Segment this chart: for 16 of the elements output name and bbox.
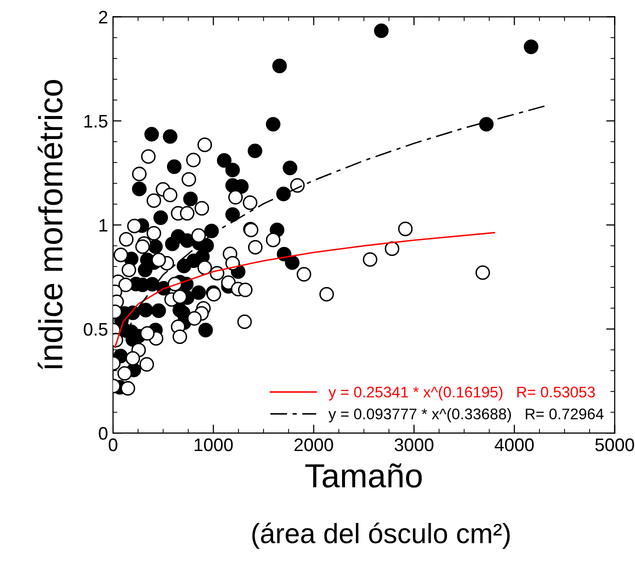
legend-label: y = 0.093777 * x^(0.33688) R= 0.72964: [328, 408, 604, 422]
x-tick-label: 4000: [494, 438, 534, 452]
y-tick-label: 1: [100, 219, 108, 232]
y-axis-title: índice morfométrico: [38, 80, 63, 370]
y-tick-label: 2: [99, 10, 108, 24]
x-tick-label: 3000: [394, 438, 434, 452]
x-tick-label: 0: [108, 438, 118, 452]
x-tick-label: 1000: [194, 438, 233, 452]
y-tick-label: 0: [98, 427, 108, 440]
x-axis-title: Tamaño: [305, 463, 422, 488]
text: (área del ósculo cm²): [252, 522, 510, 549]
y-tick-label: 1.5: [84, 115, 108, 128]
x-tick-label: 5000: [595, 438, 634, 452]
y-tick-label: 0.5: [84, 322, 108, 336]
legend-label: y = 0.25341 * x^(0.16195) R= 0.53053: [328, 386, 595, 401]
x-tick-label: 2000: [294, 438, 334, 452]
